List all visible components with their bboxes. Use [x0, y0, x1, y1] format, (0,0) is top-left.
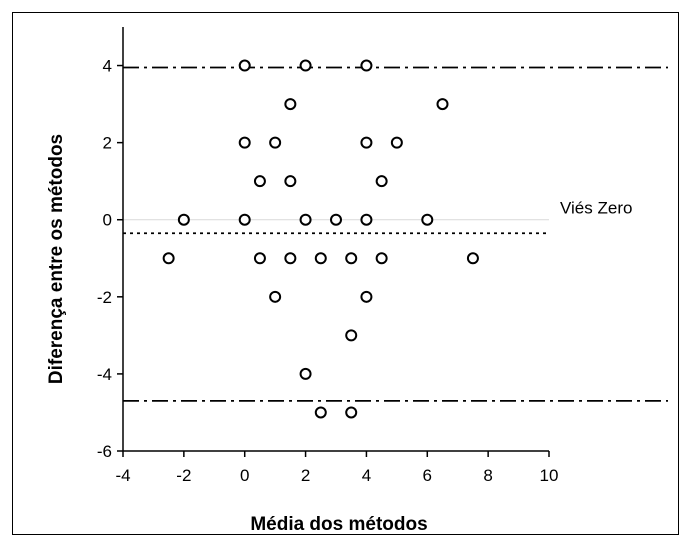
y-tick-label: -2 — [97, 288, 112, 307]
x-tick-label: 4 — [362, 466, 371, 485]
y-tick-label: -4 — [97, 365, 112, 384]
data-points — [162, 59, 479, 419]
x-tick-label: -4 — [115, 466, 130, 485]
data-point — [284, 252, 297, 265]
data-point — [390, 136, 403, 149]
data-point — [345, 329, 358, 342]
data-point — [375, 175, 388, 188]
data-point — [238, 59, 251, 72]
data-point — [284, 175, 297, 188]
x-tick-label: 10 — [540, 466, 559, 485]
reference-lines — [123, 66, 668, 402]
data-point — [345, 252, 358, 265]
data-point — [238, 136, 251, 149]
x-axis-title: Média dos métodos — [250, 514, 427, 535]
x-tick-label: 6 — [423, 466, 432, 485]
y-tick-label: -6 — [97, 442, 112, 461]
y-axis-ticks: -6 -4 -2 0 2 4 — [97, 57, 123, 461]
data-point — [253, 252, 266, 265]
zero-bias-label: Viés Zero — [560, 199, 632, 218]
x-tick-label: 2 — [301, 466, 310, 485]
data-point — [466, 252, 479, 265]
data-point — [345, 406, 358, 419]
data-point — [269, 136, 282, 149]
data-point — [421, 213, 434, 226]
data-point — [299, 59, 312, 72]
data-point — [330, 213, 342, 226]
data-point — [436, 98, 449, 111]
y-tick-label: 0 — [103, 211, 112, 230]
data-point — [299, 213, 312, 226]
data-point — [314, 252, 327, 265]
data-point — [162, 252, 175, 265]
y-tick-label: 2 — [103, 134, 112, 153]
chart-frame — [12, 12, 679, 535]
x-tick-label: -2 — [176, 466, 191, 485]
data-point — [269, 290, 282, 303]
y-axis-title: Diferença entre os métodos — [46, 134, 67, 384]
data-point — [284, 98, 297, 111]
data-point — [360, 290, 373, 303]
x-tick-label: 0 — [240, 466, 249, 485]
data-point — [253, 175, 266, 188]
data-point — [360, 59, 373, 72]
x-axis-ticks: -4 -2 0 2 4 6 8 10 — [115, 451, 558, 485]
data-point — [360, 213, 373, 226]
data-point — [314, 406, 327, 419]
data-point — [238, 213, 251, 226]
x-tick-label: 8 — [483, 466, 492, 485]
data-point — [299, 367, 312, 380]
y-tick-label: 4 — [103, 57, 112, 76]
data-point — [360, 136, 373, 149]
data-point — [177, 213, 190, 226]
data-point — [375, 252, 388, 265]
